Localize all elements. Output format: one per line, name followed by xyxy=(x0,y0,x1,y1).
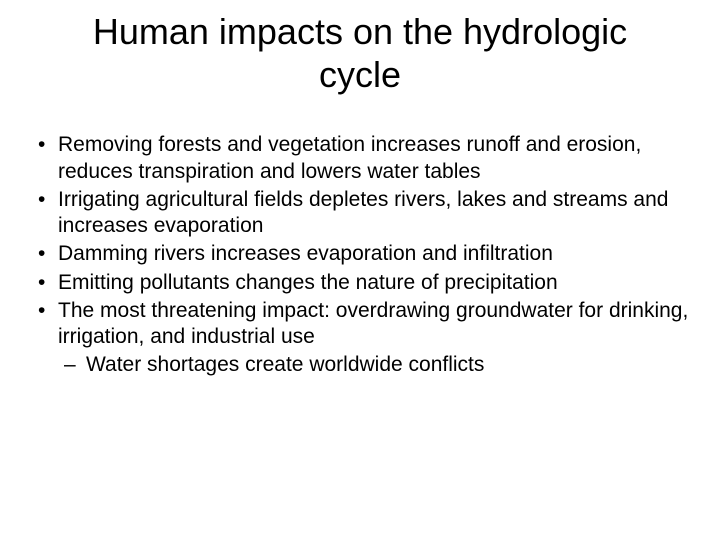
bullet-text: Emitting pollutants changes the nature o… xyxy=(58,271,558,294)
bullet-text: Irrigating agricultural fields depletes … xyxy=(58,188,668,237)
sub-bullet-list: Water shortages create worldwide conflic… xyxy=(58,352,690,378)
bullet-text: Removing forests and vegetation increase… xyxy=(58,133,641,182)
bullet-list: Removing forests and vegetation increase… xyxy=(30,132,690,378)
list-item: Irrigating agricultural fields depletes … xyxy=(30,187,690,240)
bullet-text: The most threatening impact: overdrawing… xyxy=(58,299,688,348)
list-item: Damming rivers increases evaporation and… xyxy=(30,241,690,267)
sub-bullet-text: Water shortages create worldwide conflic… xyxy=(86,353,484,376)
list-item: Emitting pollutants changes the nature o… xyxy=(30,270,690,296)
list-item: Removing forests and vegetation increase… xyxy=(30,132,690,185)
bullet-text: Damming rivers increases evaporation and… xyxy=(58,242,553,265)
sub-list-item: Water shortages create worldwide conflic… xyxy=(58,352,690,378)
slide-title: Human impacts on the hydrologic cycle xyxy=(30,10,690,96)
list-item: The most threatening impact: overdrawing… xyxy=(30,298,690,379)
